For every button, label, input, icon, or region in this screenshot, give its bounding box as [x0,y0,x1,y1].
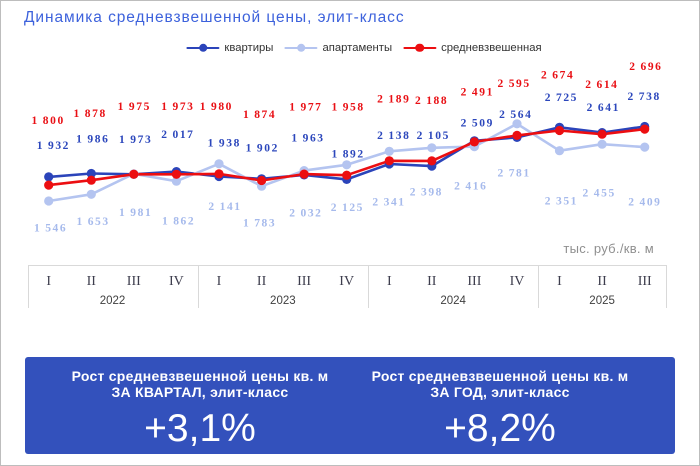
svg-text:2 725: 2 725 [545,92,578,104]
svg-text:2 032: 2 032 [289,207,322,219]
svg-text:2 641: 2 641 [587,102,620,114]
svg-text:2 138: 2 138 [377,130,410,142]
svg-text:1 653: 1 653 [76,216,109,228]
svg-text:2 491: 2 491 [461,87,494,99]
svg-text:2 341: 2 341 [372,197,405,209]
svg-text:2 189: 2 189 [377,94,410,106]
svg-text:1 975: 1 975 [118,101,151,113]
svg-text:2 017: 2 017 [161,129,194,141]
svg-text:2 351: 2 351 [545,196,578,208]
svg-text:2 125: 2 125 [331,202,364,214]
svg-text:1 977: 1 977 [289,101,322,113]
svg-text:1 874: 1 874 [243,109,276,121]
svg-text:2 509: 2 509 [461,117,494,129]
svg-text:2 105: 2 105 [417,130,450,142]
svg-text:2 188: 2 188 [415,95,448,107]
svg-text:2 455: 2 455 [583,187,616,199]
svg-text:1 973: 1 973 [161,101,194,113]
svg-text:2 564: 2 564 [499,109,532,121]
svg-text:1 958: 1 958 [331,101,364,113]
svg-text:2 614: 2 614 [585,79,618,91]
svg-text:1 878: 1 878 [74,108,107,120]
svg-text:1 783: 1 783 [243,217,276,229]
svg-text:2 141: 2 141 [208,201,241,213]
svg-text:1 862: 1 862 [162,215,195,227]
svg-text:2 738: 2 738 [628,91,661,103]
svg-text:2 781: 2 781 [497,167,530,179]
svg-text:1 800: 1 800 [32,115,65,127]
svg-text:1 973: 1 973 [119,134,152,146]
svg-text:1 963: 1 963 [291,133,324,145]
svg-text:2 409: 2 409 [628,197,661,209]
svg-text:1 986: 1 986 [76,134,109,146]
svg-text:2 416: 2 416 [454,181,487,193]
svg-text:1 980: 1 980 [200,101,233,113]
svg-text:1 892: 1 892 [331,149,364,161]
svg-text:1 546: 1 546 [34,223,67,235]
svg-text:1 902: 1 902 [246,143,279,155]
svg-text:1 932: 1 932 [37,140,70,152]
svg-text:2 398: 2 398 [410,186,443,198]
svg-text:2 674: 2 674 [541,70,574,82]
svg-text:1 938: 1 938 [208,137,241,149]
svg-text:1 981: 1 981 [119,207,152,219]
svg-text:2 696: 2 696 [629,61,662,73]
svg-text:2 595: 2 595 [497,78,530,90]
